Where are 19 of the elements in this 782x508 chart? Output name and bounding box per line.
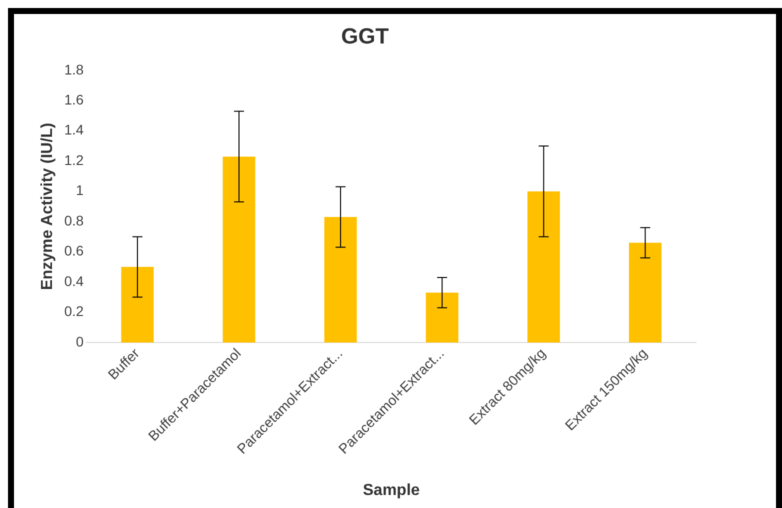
bar bbox=[527, 191, 560, 343]
y-axis-title: Enzyme Activity (IU/L) bbox=[39, 122, 56, 290]
bar bbox=[426, 292, 458, 343]
y-tick-label: 1.8 bbox=[64, 61, 84, 78]
bar bbox=[121, 266, 154, 343]
bar bbox=[222, 156, 256, 343]
x-axis-title: Sample bbox=[362, 482, 420, 499]
y-tick-label: 1.2 bbox=[64, 152, 84, 168]
y-tick-label: 1.4 bbox=[64, 122, 84, 138]
chart-title: GGT bbox=[341, 23, 390, 48]
y-tick-label: 0.2 bbox=[64, 303, 84, 320]
y-tick-label: 1.6 bbox=[64, 91, 84, 108]
y-tick-label: 1 bbox=[76, 182, 84, 198]
y-tick-label: 0 bbox=[76, 333, 84, 350]
y-tick-label: 0.6 bbox=[64, 242, 84, 259]
bar bbox=[628, 242, 662, 343]
y-tick-label: 0.4 bbox=[64, 272, 84, 289]
bar bbox=[324, 217, 357, 343]
y-tick-label: 0.8 bbox=[64, 212, 84, 228]
